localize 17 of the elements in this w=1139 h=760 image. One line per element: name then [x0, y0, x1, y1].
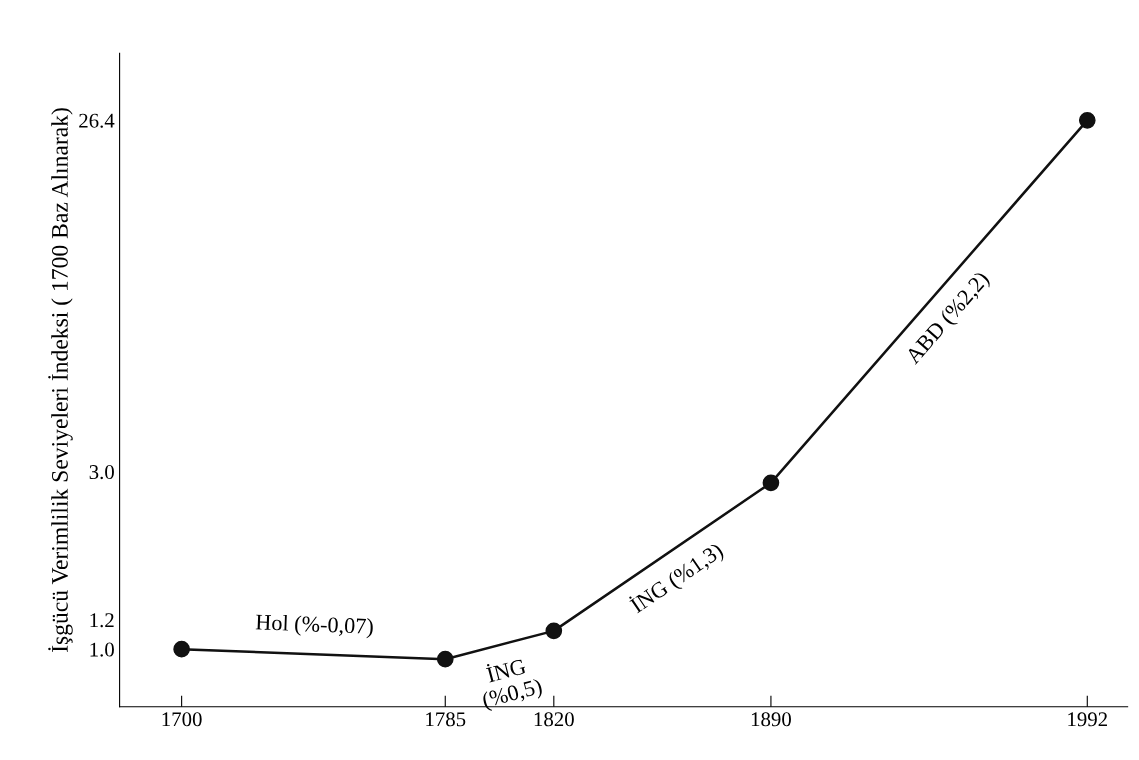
y-tick-label: 1.2 — [90, 613, 114, 628]
x-tick-label: 1992 — [1068, 712, 1107, 727]
y-tick-label: 1.0 — [90, 642, 114, 657]
x-tick-label: 1785 — [426, 712, 466, 727]
point — [436, 650, 454, 668]
point — [762, 474, 780, 492]
y-axis-title: İşgücü Verimlilik Seviyeleri İndeksi ( 1700 Baz Alınarak) — [48, 108, 73, 653]
annotation: Hol (%-0,07) — [255, 613, 374, 639]
annotation: İNG (%0,5) — [481, 655, 544, 713]
point — [1078, 111, 1096, 129]
y-tick-label: 26.4 — [79, 113, 115, 128]
y-tick-label: 3.0 — [89, 465, 114, 480]
point — [173, 640, 190, 658]
x-tick-label: 1700 — [162, 712, 202, 727]
point — [545, 622, 563, 640]
x-tick-label: 1820 — [534, 712, 574, 727]
x-tick-label: 1890 — [751, 712, 791, 727]
